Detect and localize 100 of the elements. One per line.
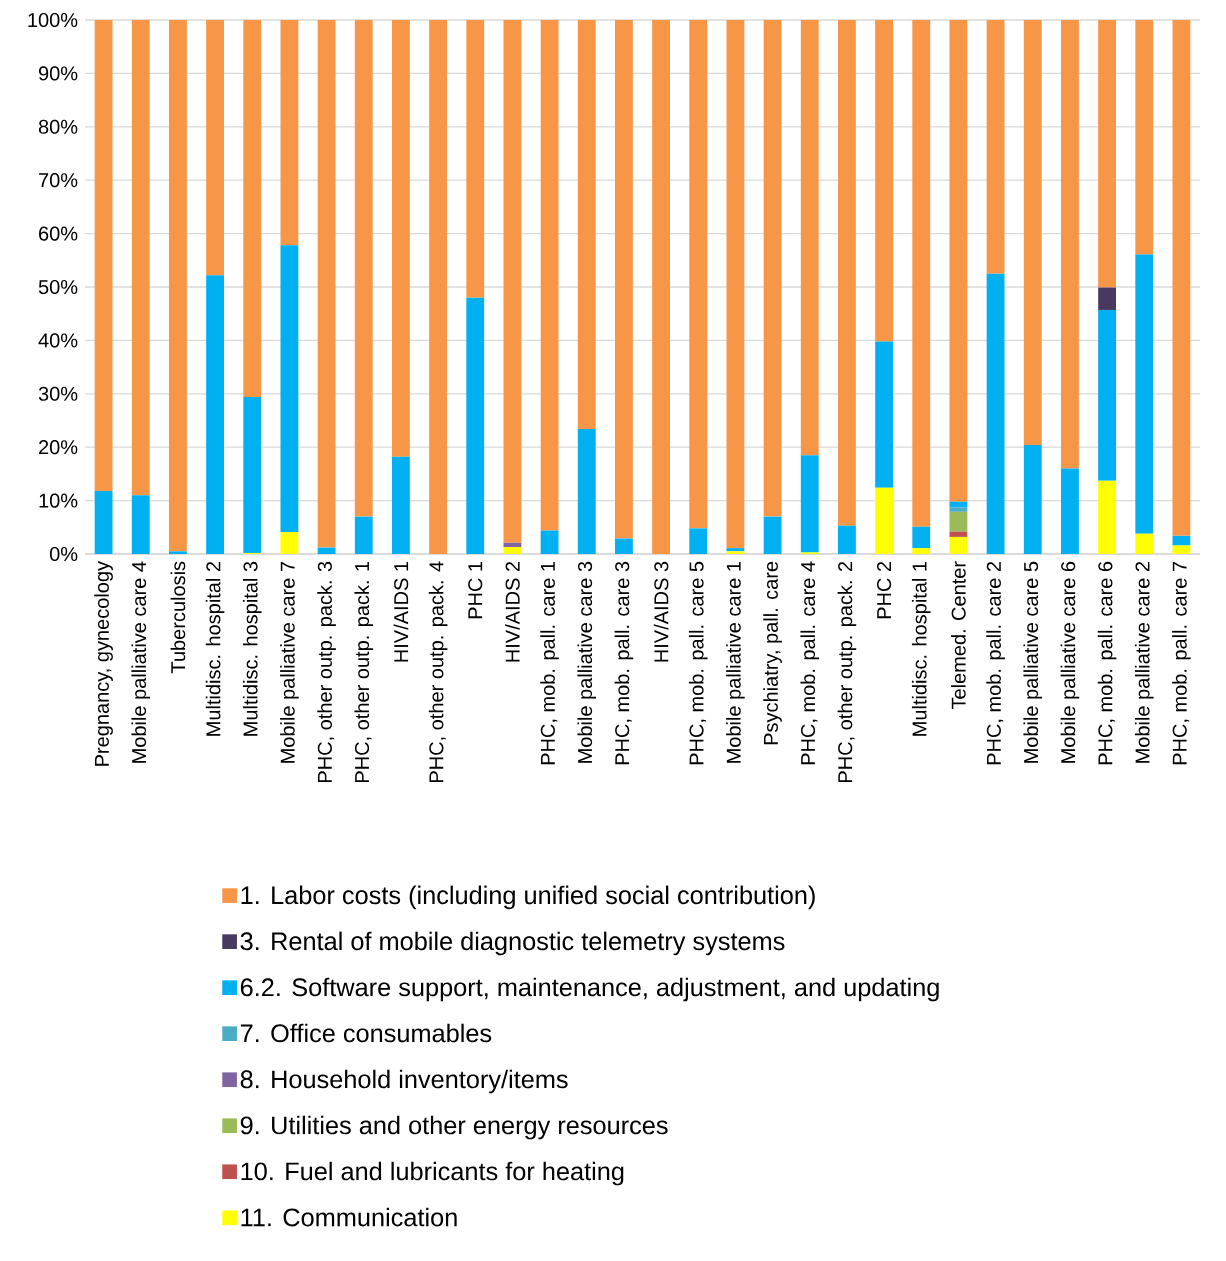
x-tick-label: PHC 2 [877,561,892,619]
x-tick-label: HIV/AIDS 2 [505,561,520,662]
bar [206,275,224,554]
y-tick-label: 20% [39,440,78,455]
bar [280,532,299,554]
bar [503,20,522,543]
bar [949,507,968,512]
x-tick-label: Multidisc. hospital 2 [205,561,225,736]
bar [280,20,299,246]
bar [206,20,224,276]
x-tick-label: PHC, mob. pall. care 1 [540,561,559,765]
bar [726,20,745,549]
x-tick-label: Mobile palliative care 1 [726,561,745,763]
legend-label: 8. Household inventory/items [240,1069,568,1094]
x-tick-label: HIV/AIDS 3 [653,561,669,662]
legend-label: 6.2. Software support, maintenance, adjustment, and updating [240,977,939,1002]
bar [1098,20,1116,288]
bar [800,455,819,553]
bar [986,273,1005,554]
legend-label: 3. Rental of mobile diagnostic telemetry systems [240,931,785,956]
bar [949,536,968,554]
bar [763,20,782,517]
bar [1172,535,1191,546]
x-tick-label: Multidisc. hospital 3 [242,561,262,736]
x-tick-label: PHC, mob. pall. care 7 [1172,561,1191,765]
x-tick-label: Pregnancy, gynecology [94,561,113,766]
bar [577,20,596,430]
x-tick-label: Mobile palliative care 4 [131,561,151,763]
x-tick-label: Mobile palliative care 6 [1060,561,1080,763]
bar [689,528,708,554]
x-tick-label: Mobile palliative care 2 [1134,561,1154,763]
bar [763,516,782,554]
y-tick-label: 100% [28,12,78,28]
legend-label: 11. Communication [241,1207,457,1227]
y-tick-label: 10% [39,493,78,508]
x-tick-label: PHC, other outp. pack. 3 [317,561,336,783]
bar [1061,20,1079,469]
bar [949,501,968,508]
bar [392,456,410,554]
bar [838,20,856,526]
bar [317,547,336,554]
bar [354,20,373,517]
bar [131,20,150,496]
x-tick-label: Tuberculosis [170,561,186,674]
bar [875,20,894,342]
bar [94,490,113,554]
x-tick-label: PHC, mob. pall. care 2 [986,561,1005,765]
y-tick-label: 70% [39,173,78,188]
bar [540,20,559,531]
bar [949,20,968,502]
bar [949,511,968,532]
legend-label: 10. Fuel and lubricants for heating [241,1161,624,1186]
legend-label: 1. Labor costs (including unified social contribution) [241,885,815,910]
legend-label: 9. Utilities and other energy resources [240,1115,668,1140]
x-tick-label: PHC, mob. pall. care 4 [800,561,820,765]
x-tick-label: PHC, mob. pall. care 6 [1097,561,1117,765]
bar [317,20,336,548]
bar [280,245,299,533]
y-tick-label: 60% [39,226,78,241]
bar [94,20,113,491]
bar [912,548,931,554]
x-tick-label: PHC, other outp. pack. 1 [354,561,374,783]
bar [243,397,262,553]
y-tick-label: 80% [38,119,78,134]
x-tick-label: Mobile palliative care 5 [1023,561,1043,763]
bar [1172,20,1191,536]
bar [912,20,931,527]
y-tick-label: 90% [38,66,78,81]
x-tick-label: PHC, other outp. pack. 4 [428,561,448,783]
bar [875,487,894,554]
x-tick-label: PHC 1 [468,561,483,619]
y-tick-label: 0% [49,546,78,562]
bar [429,20,448,554]
bar [1098,480,1116,554]
bar [1172,545,1191,554]
bar [243,20,262,397]
bar [1098,287,1116,310]
bar [577,429,596,554]
bar [875,341,894,488]
bar [392,20,410,457]
x-tick-label: PHC, mob. pall. care 5 [688,561,708,765]
bar [615,20,633,539]
bar [168,20,187,552]
bar [838,525,856,554]
x-tick-label: PHC, mob. pall. care 3 [614,561,634,765]
bar [986,20,1005,274]
x-tick-label: Telemed. Center [951,561,966,710]
bar [1023,20,1042,446]
y-tick-label: 30% [38,386,78,401]
bar [540,530,559,554]
x-tick-label: PHC, other outp. pack. 2 [837,561,857,783]
x-tick-label: HIV/AIDS 1 [393,561,409,662]
bar [1135,533,1154,554]
bar [466,297,485,554]
x-tick-label: Mobile palliative care 7 [280,561,299,763]
bar [1135,20,1154,255]
bar [800,20,819,456]
bar [503,547,522,554]
legend-label: 7. Office consumables [240,1023,492,1043]
bar [1023,445,1042,554]
